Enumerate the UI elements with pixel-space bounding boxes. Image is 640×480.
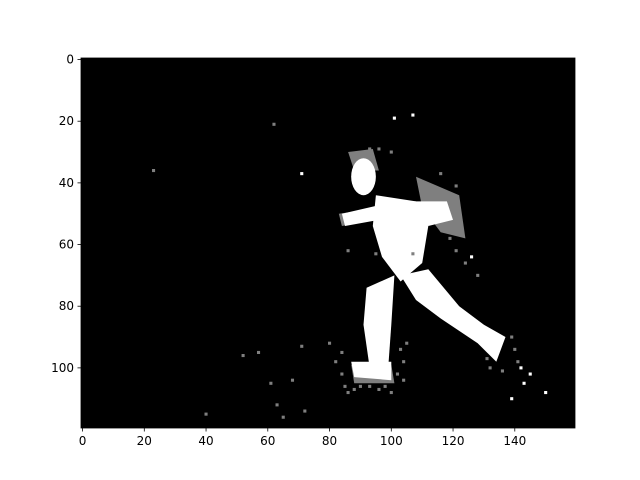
scatter-pixel [395, 372, 400, 376]
silhouette-back-arm [341, 204, 382, 226]
axes-frame [80, 57, 576, 429]
silhouette-front-arm [409, 201, 453, 226]
scatter-pixel [522, 381, 526, 385]
plot-area [80, 57, 576, 429]
y-tick-label: 80 [59, 299, 74, 313]
scatter-pixel [516, 360, 520, 364]
scatter-pixel [510, 397, 514, 401]
silhouette-head [351, 158, 376, 196]
scatter-pixel [152, 169, 156, 173]
scatter-pixel [494, 354, 498, 358]
y-axis: 0 20 40 60 80 100 [51, 53, 81, 375]
scatter-pixel [300, 172, 304, 176]
scatter-pixel [488, 366, 492, 370]
scatter-pixel [334, 360, 338, 364]
scatter-pixel [389, 391, 393, 395]
scatter-pixel [528, 372, 532, 376]
scatter-pixel [519, 366, 523, 370]
scatter-pixel [303, 409, 307, 413]
scatter-pixel [368, 384, 372, 388]
scatter-pixel [411, 252, 415, 256]
image-content [152, 113, 548, 419]
scatter-pixel [383, 384, 387, 388]
x-tick-label: 100 [380, 434, 403, 448]
scatter-pixel [340, 350, 344, 354]
scatter-pixel [374, 252, 378, 256]
scatter-pixel [544, 391, 548, 395]
scatter-pixel [377, 387, 381, 391]
scatter-pixel [485, 357, 489, 361]
scatter-pixel [269, 381, 273, 385]
scatter-pixel [300, 344, 304, 348]
scatter-pixel [272, 122, 276, 126]
scatter-pixel [358, 384, 362, 388]
silhouette-right-leg [400, 269, 506, 362]
scatter-pixel [328, 341, 332, 345]
scatter-pixel [411, 113, 415, 117]
scatter-pixel [343, 384, 347, 388]
x-tick-label: 0 [79, 434, 87, 448]
scatter-pixel [513, 347, 517, 351]
y-tick-label: 0 [66, 53, 74, 67]
silhouette-left-foot [351, 361, 392, 381]
scatter-pixel [454, 184, 458, 188]
scatter-pixel [281, 415, 285, 419]
scatter-pixel [405, 341, 409, 345]
x-axis: 0 20 40 60 80 100 120 140 [79, 428, 526, 448]
scatter-pixel [454, 249, 458, 253]
scatter-pixel [290, 378, 295, 382]
x-tick-label: 60 [260, 434, 275, 448]
scatter-pixel [275, 403, 279, 407]
scatter-pixel [399, 347, 403, 351]
scatter-pixel [402, 360, 406, 364]
image-background [81, 58, 575, 428]
x-tick-label: 120 [442, 434, 465, 448]
scatter-pixel [476, 273, 480, 277]
x-tick-label: 80 [322, 434, 337, 448]
scatter-pixel [500, 369, 504, 373]
scatter-pixel [346, 249, 350, 253]
x-tick-label: 140 [503, 434, 526, 448]
y-tick-label: 100 [51, 361, 74, 375]
x-tick-label: 20 [137, 434, 152, 448]
y-tick-label: 20 [59, 114, 74, 128]
x-tick-label: 40 [198, 434, 213, 448]
scatter-pixel [256, 350, 261, 354]
silhouette-torso [372, 195, 429, 282]
scatter-pixel [510, 335, 514, 339]
scatter-pixel [470, 255, 474, 259]
scatter-pixel [204, 412, 208, 416]
scatter-pixel [439, 172, 443, 176]
scatter-pixel [448, 236, 452, 240]
scatter-pixel [340, 372, 344, 376]
scatter-pixel [463, 261, 467, 265]
scatter-pixel [377, 147, 381, 151]
silhouette-left-leg [363, 275, 395, 368]
scatter-pixel [389, 150, 393, 154]
scatter-pixel [392, 116, 396, 120]
scatter-pixel [352, 387, 356, 391]
y-tick-label: 60 [59, 238, 74, 252]
y-tick-label: 40 [59, 176, 74, 190]
scatter-pixel [241, 354, 245, 358]
scatter-pixel [402, 378, 406, 382]
scatter-pixel [368, 147, 372, 151]
scatter-pixel [346, 391, 350, 395]
